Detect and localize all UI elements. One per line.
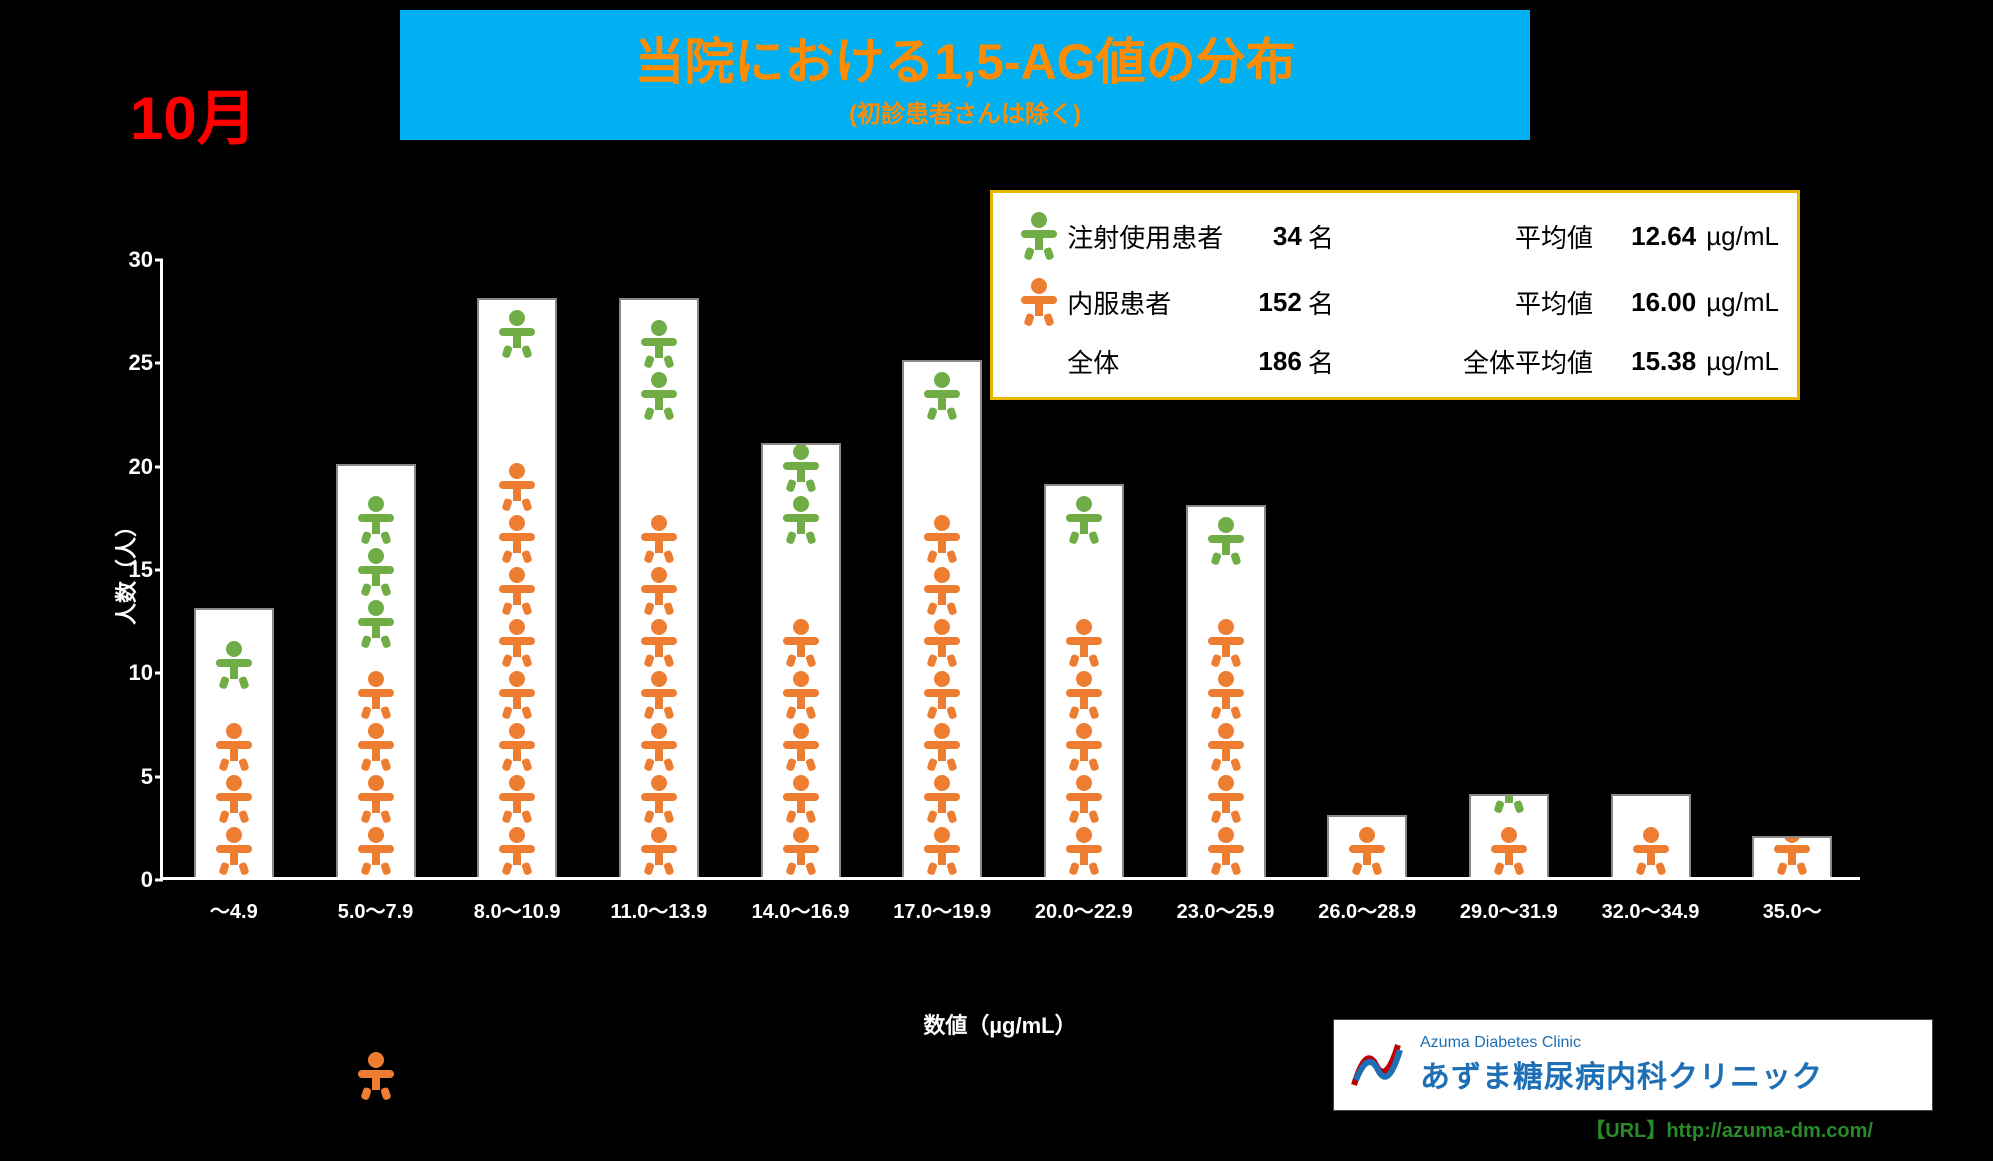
plot-area: 051015202530～4.9 5.0～7.9 (160, 260, 1860, 880)
clinic-logo-box: Azuma Diabetes Clinic あずま糖尿病内科クリニック (1333, 1019, 1933, 1111)
bar (1752, 836, 1832, 877)
bar (1469, 794, 1549, 877)
bar-segment-injection (902, 360, 982, 422)
bar-segment-oral (1044, 546, 1124, 877)
bar-segment-injection (1044, 484, 1124, 546)
x-axis-title: 数値（µg/mL） (923, 1008, 1076, 1040)
bar-segment-oral (619, 422, 699, 877)
clinic-name-jp: あずま糖尿病内科クリニック (1420, 1052, 1823, 1096)
clinic-name-en: Azuma Diabetes Clinic (1420, 1034, 1823, 1052)
x-tick-label: ～4.9 (210, 895, 258, 924)
bar (761, 443, 841, 877)
y-tick-label: 20 (103, 454, 153, 480)
x-tick-label: 8.0～10.9 (474, 895, 561, 924)
x-tick-label: 17.0～19.9 (893, 895, 991, 924)
x-tick-label: 23.0～25.9 (1177, 895, 1275, 924)
chart-subtitle: (初診患者さんは除く) (849, 94, 1081, 129)
bar-segment-oral (902, 422, 982, 877)
bar-segment-oral (1186, 567, 1266, 877)
bar (336, 464, 416, 877)
clinic-url: 【URL】http://azuma-dm.com/ (1585, 1114, 1873, 1143)
y-tick-label: 10 (103, 660, 153, 686)
bar (1044, 484, 1124, 877)
y-tick-label: 5 (103, 764, 153, 790)
distribution-chart: 人数（人） 051015202530～4.9 5.0～7.9 (120, 180, 1880, 960)
bar (477, 298, 557, 877)
bar-segment-oral (1611, 794, 1691, 877)
x-tick-label: 11.0～13.9 (610, 895, 707, 924)
bar-segment-oral (194, 691, 274, 877)
bar-segment-injection (1469, 794, 1549, 815)
bar-segment-injection (194, 608, 274, 691)
y-tick-label: 25 (103, 350, 153, 376)
x-tick-label: 26.0～28.9 (1318, 895, 1416, 924)
y-tick-label: 15 (103, 557, 153, 583)
x-tick-label: 29.0～31.9 (1460, 895, 1558, 924)
chart-title: 当院における1,5-AG値の分布 (634, 22, 1295, 94)
x-tick-label: 35.0～ (1763, 895, 1822, 924)
bar-segment-oral (1752, 836, 1832, 877)
bar-segment-oral (1327, 815, 1407, 877)
clinic-logo-icon (1346, 1035, 1406, 1095)
stray-person-icon (350, 1050, 402, 1107)
x-tick-label: 32.0～34.9 (1602, 895, 1700, 924)
bar-segment-injection (761, 443, 841, 546)
bar-segment-injection (1186, 505, 1266, 567)
x-tick-label: 20.0～22.9 (1035, 895, 1133, 924)
y-tick-label: 30 (103, 247, 153, 273)
x-tick-label: 14.0～16.9 (752, 895, 850, 924)
title-banner: 当院における1,5-AG値の分布 (初診患者さんは除く) (400, 10, 1530, 140)
bar-segment-injection (477, 298, 557, 360)
bar (1186, 505, 1266, 877)
bar-segment-injection (619, 298, 699, 422)
month-label: 10月 (130, 70, 257, 157)
bar-segment-oral (761, 546, 841, 877)
bar-segment-oral (336, 650, 416, 877)
bar-segment-injection (336, 464, 416, 650)
bar (194, 608, 274, 877)
bar (1327, 815, 1407, 877)
bar (902, 360, 982, 877)
bar-segment-oral (477, 360, 557, 877)
bar (619, 298, 699, 877)
x-tick-label: 5.0～7.9 (338, 895, 414, 924)
bar-segment-oral (1469, 815, 1549, 877)
y-tick-label: 0 (103, 867, 153, 893)
bar (1611, 794, 1691, 877)
